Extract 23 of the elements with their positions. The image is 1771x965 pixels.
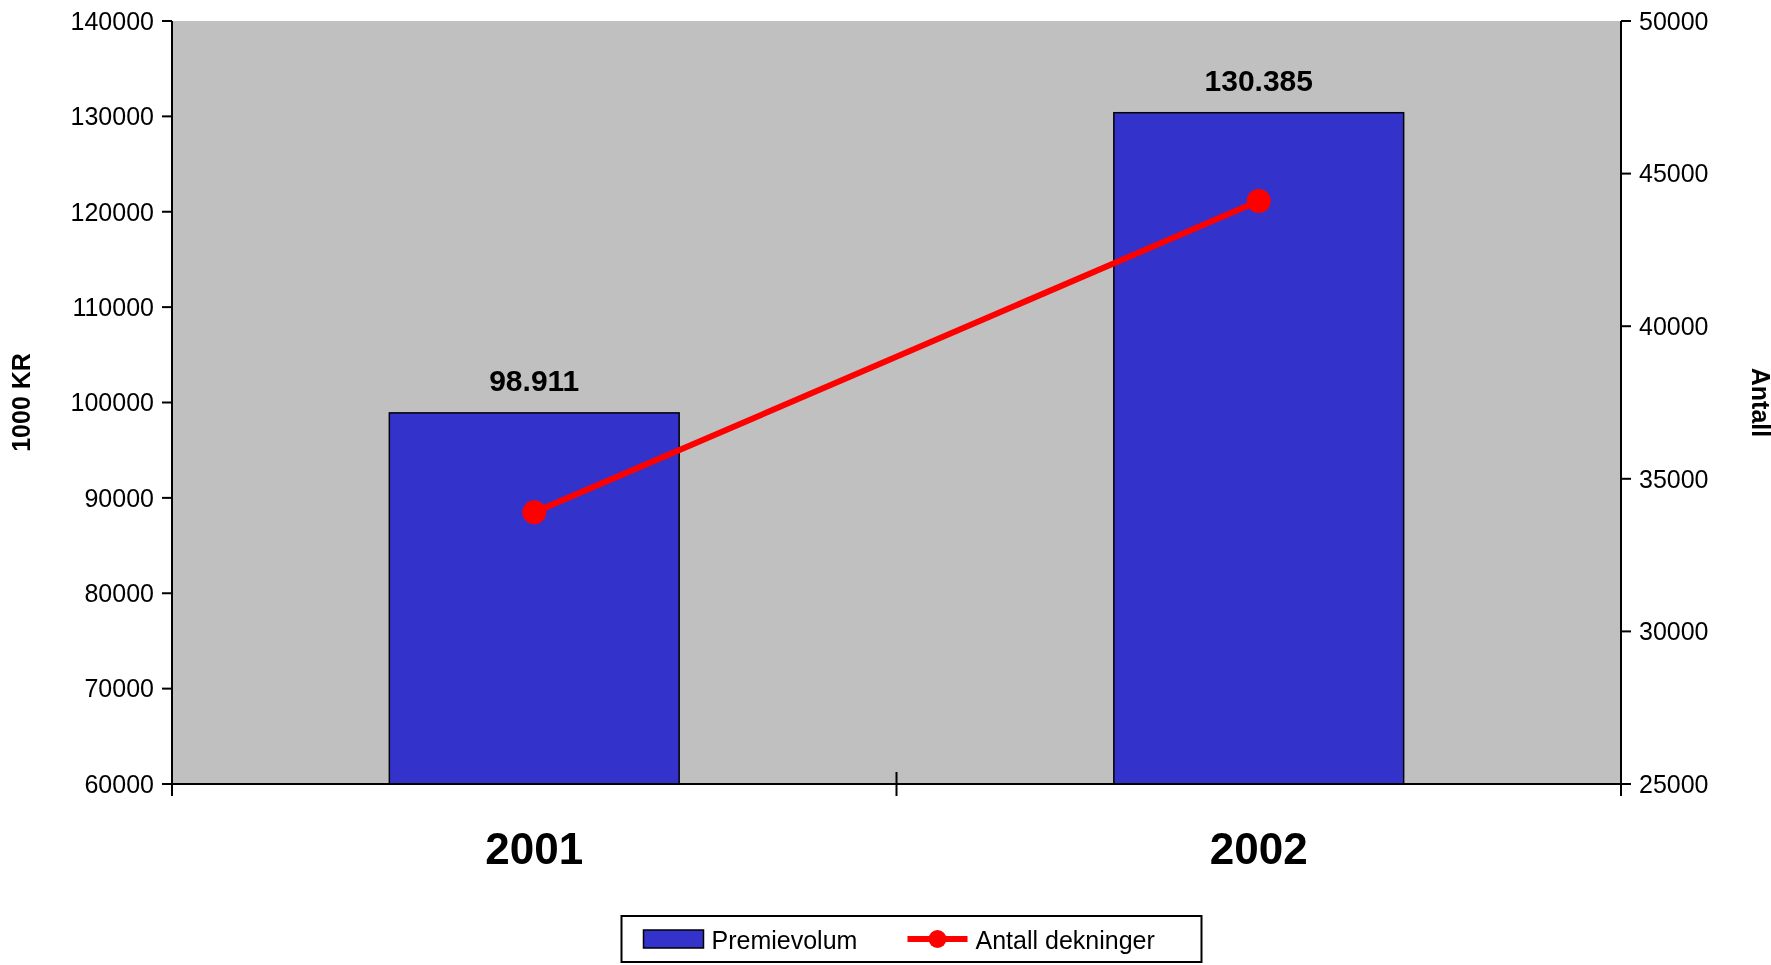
y-axis-title: 1000 KR <box>7 353 35 452</box>
y2-tick-label: 45000 <box>1639 159 1709 188</box>
y-tick-label: 140000 <box>70 6 154 35</box>
y-tick-label: 100000 <box>70 388 154 417</box>
y2-tick-label: 35000 <box>1639 464 1709 493</box>
x-tick-label: 2001 <box>485 824 584 874</box>
x-tick-label: 2002 <box>1209 824 1308 874</box>
y2-tick-label: 40000 <box>1639 311 1709 340</box>
y2-axis-title: Antall <box>1747 367 1771 438</box>
y-tick-label: 60000 <box>84 769 154 798</box>
legend-label: Antall dekninger <box>975 925 1155 954</box>
y2-tick-label: 25000 <box>1639 769 1709 798</box>
y-tick-label: 120000 <box>70 197 154 226</box>
y-tick-label: 110000 <box>72 292 154 321</box>
y-tick-label: 80000 <box>84 579 154 607</box>
legend-label: Premievolum <box>711 925 858 954</box>
y-tick-label: 130000 <box>70 102 154 131</box>
y2-tick-label: 50000 <box>1639 6 1709 35</box>
y-tick-label: 70000 <box>84 674 154 703</box>
y2-tick-label: 30000 <box>1639 617 1709 646</box>
data-label: 130.385 <box>1204 63 1313 97</box>
data-label: 98.911 <box>489 363 580 397</box>
y-tick-label: 90000 <box>84 483 154 512</box>
